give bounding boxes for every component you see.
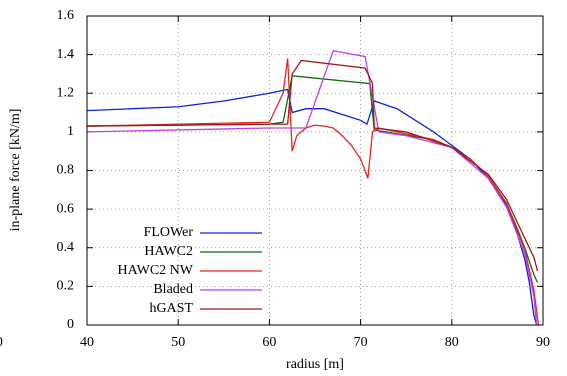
- y-tick-label: 1.6: [57, 8, 75, 23]
- series-line: [86, 58, 540, 326]
- x-tick-label: 60: [262, 335, 276, 350]
- legend-label: HAWC2: [144, 244, 193, 259]
- legend-label: FLOWer: [144, 225, 194, 240]
- y-tick-label: 0.8: [57, 163, 75, 178]
- series-line: [86, 50, 538, 326]
- y-tick-label: 0.4: [57, 240, 75, 255]
- x-tick-label: 80: [445, 335, 459, 350]
- x-tick-label: 40: [80, 335, 94, 350]
- plot-frame: [86, 15, 544, 326]
- x-tick-label: 70: [354, 335, 368, 350]
- y-tick-label: 1.4: [57, 47, 75, 62]
- y-tick-label: 0.2: [57, 279, 75, 294]
- legend-label: Bladed: [153, 282, 193, 297]
- y-tick-label: 1: [67, 124, 74, 139]
- series-line: [86, 59, 539, 272]
- y-tick-label: 0: [67, 317, 74, 332]
- x-axis-label: radius [m]: [286, 357, 344, 372]
- x-tick-label: 50: [171, 335, 185, 350]
- x-tick-label: 30: [0, 335, 3, 350]
- legend-label: HAWC2 NW: [118, 263, 194, 278]
- legend-label: hGAST: [149, 301, 193, 316]
- x-tick-label: 90: [536, 335, 550, 350]
- y-tick-label: 1.2: [57, 85, 75, 100]
- y-tick-label: 0.6: [57, 201, 75, 216]
- y-axis-label: in-plane force [kN/m]: [8, 109, 23, 232]
